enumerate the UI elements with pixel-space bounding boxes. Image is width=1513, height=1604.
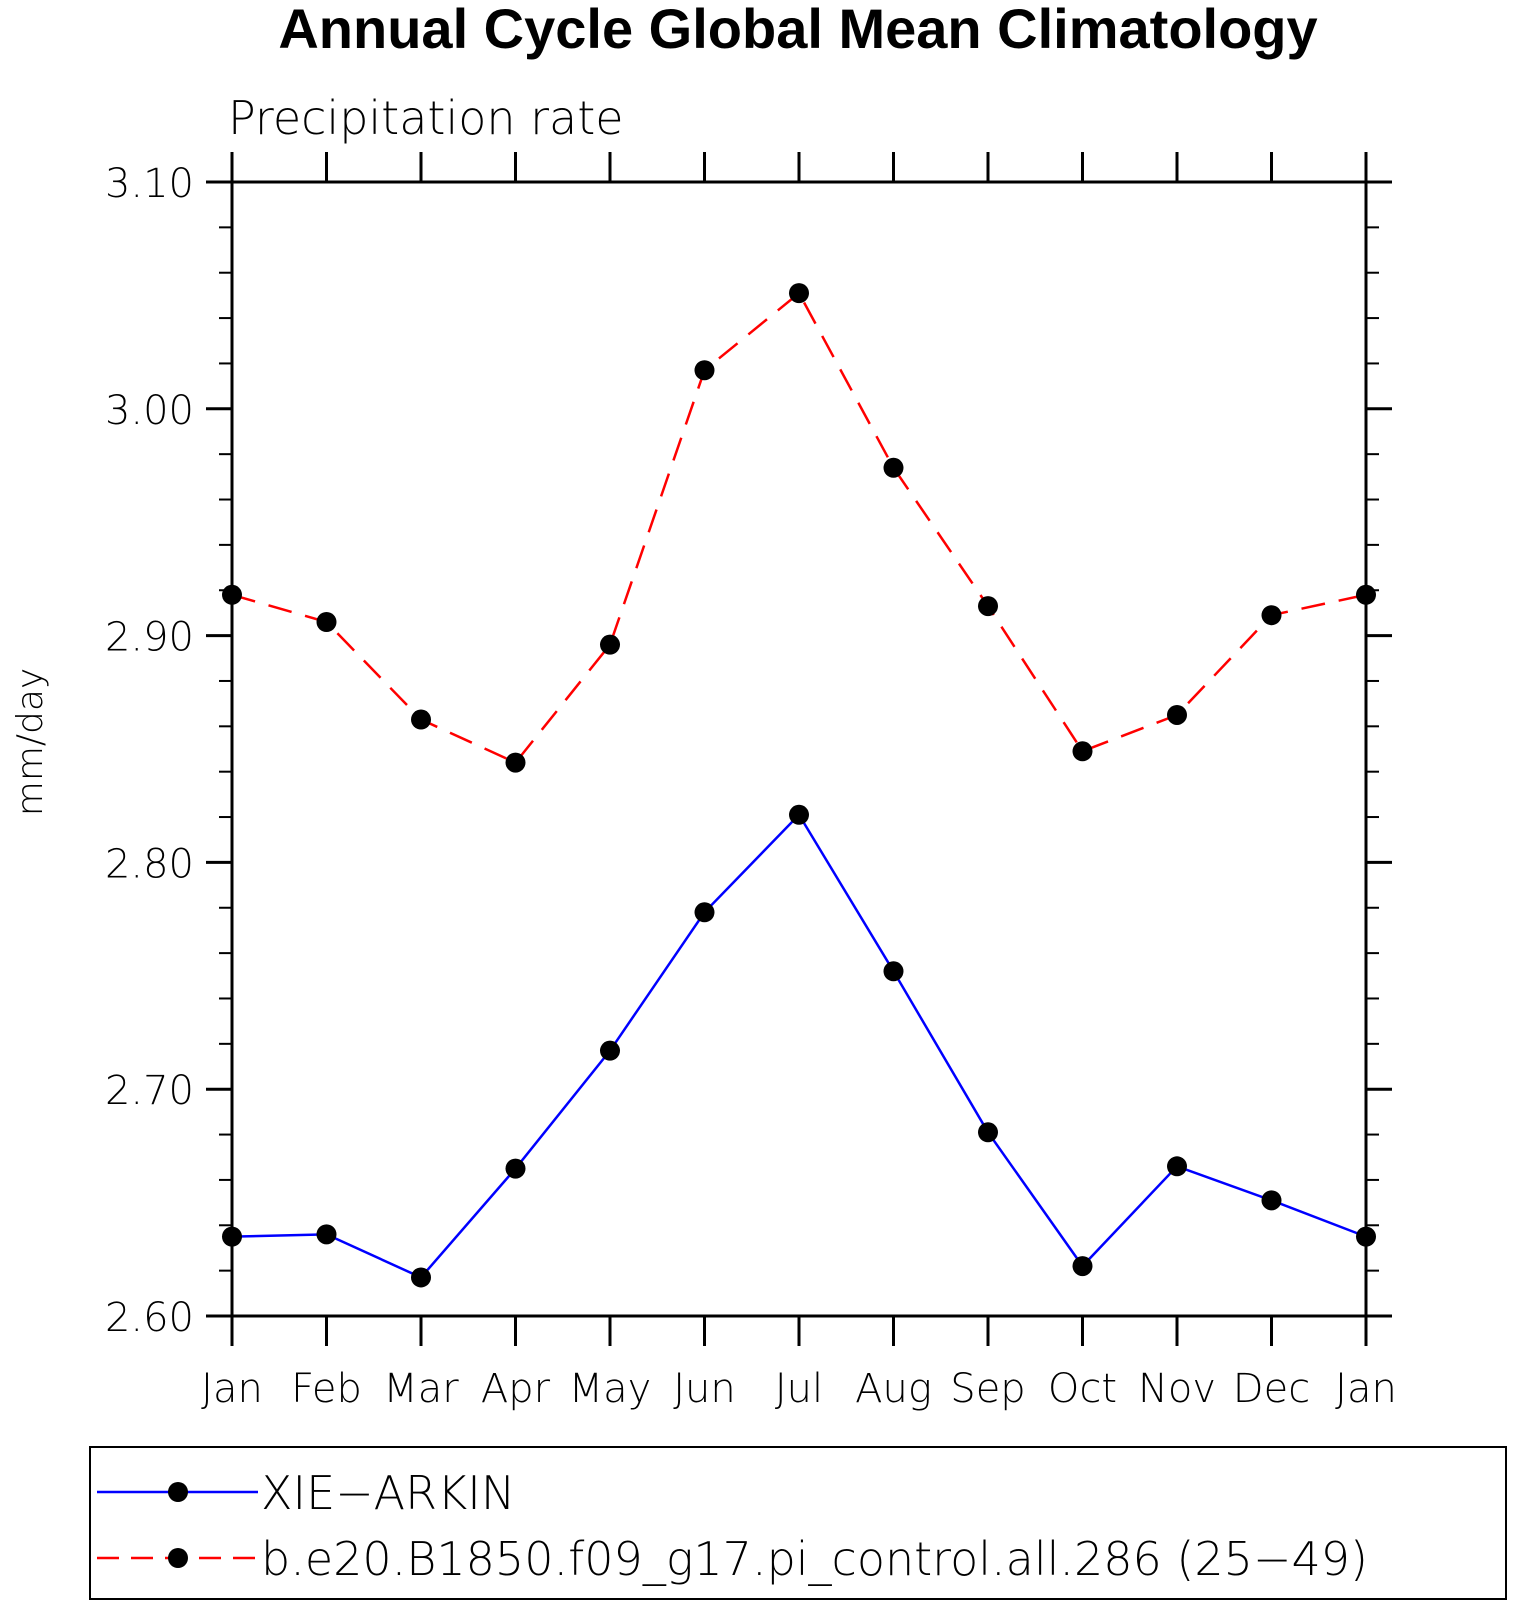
x-tick-label: Feb <box>291 1366 362 1412</box>
x-tick-label: Jul <box>775 1366 823 1412</box>
y-tick-label: 3.10 <box>105 161 194 207</box>
x-tick-label: Apr <box>481 1366 551 1412</box>
series-0-point <box>694 902 715 923</box>
series-1-point <box>600 634 620 655</box>
series-0-point <box>1167 1156 1187 1177</box>
x-tick-label: Oct <box>1048 1366 1117 1412</box>
series-1-point <box>789 283 809 304</box>
series-line-1 <box>231 291 1367 765</box>
series-1-point <box>411 709 431 730</box>
series-1-point <box>1261 605 1282 626</box>
series-0-point <box>1261 1190 1282 1211</box>
legend-marker <box>168 1482 188 1502</box>
plot-area <box>222 283 1376 1288</box>
x-tick-label: May <box>569 1366 652 1412</box>
y-tick-label: 2.70 <box>105 1068 194 1114</box>
legend-item-0: XIE−ARKIN <box>97 1466 515 1520</box>
series-0-point <box>600 1040 620 1061</box>
legend-box <box>89 1446 1507 1600</box>
series-1-point <box>1072 741 1093 762</box>
series-1-point <box>694 360 715 381</box>
series-0-point <box>978 1122 998 1143</box>
legend-label: b.e20.B1850.f09_g17.pi_control.all.286 (… <box>261 1532 1368 1586</box>
y-axis-label: mm/day <box>10 668 51 816</box>
y-tick-label: 2.60 <box>105 1295 194 1341</box>
series-0-point <box>505 1158 526 1179</box>
y-axis: 2.60 2.70 2.80 2.90 3.00 3.10 <box>105 161 1392 1341</box>
legend-label: XIE−ARKIN <box>261 1466 515 1520</box>
y-tick-label: 3.00 <box>105 388 194 434</box>
x-tick-label: Nov <box>1138 1366 1216 1412</box>
x-tick-label: Jun <box>673 1366 736 1412</box>
series-1-point <box>883 457 904 478</box>
y-tick-label: 2.90 <box>105 615 194 661</box>
plot-frame <box>230 180 1368 1318</box>
series-1-point <box>1167 704 1187 725</box>
x-tick-label: Dec <box>1233 1366 1310 1412</box>
series-1-point <box>978 596 998 617</box>
series-0-point <box>1072 1256 1093 1277</box>
series-0-point <box>316 1224 337 1245</box>
legend: XIE−ARKIN b.e20.B1850.f09_g17.pi_control.… <box>89 1446 1507 1600</box>
legend-item-1: b.e20.B1850.f09_g17.pi_control.all.286 (… <box>97 1532 1368 1586</box>
series-0-point <box>411 1267 431 1288</box>
legend-marker <box>168 1548 188 1568</box>
series-0-point <box>883 961 904 982</box>
x-tick-label: Sep <box>950 1366 1025 1412</box>
series-1-point <box>316 611 337 632</box>
series-1-point <box>505 752 526 773</box>
x-tick-label: Mar <box>383 1366 459 1412</box>
y-tick-label: 2.80 <box>105 841 194 887</box>
x-tick-label: Aug <box>855 1366 932 1412</box>
x-tick-label: Jan <box>1335 1366 1397 1412</box>
chart-title: Annual Cycle Global Mean Climatology <box>278 0 1317 60</box>
x-tick-label: Jan <box>201 1366 263 1412</box>
series-0-point <box>789 804 809 825</box>
chart-subtitle: Precipitation rate <box>228 91 624 145</box>
series-line-0 <box>231 812 1367 1279</box>
x-axis: Jan Feb Mar Apr May Jun Jul Aug Sep Oct Nov Dec Jan <box>201 152 1397 1412</box>
